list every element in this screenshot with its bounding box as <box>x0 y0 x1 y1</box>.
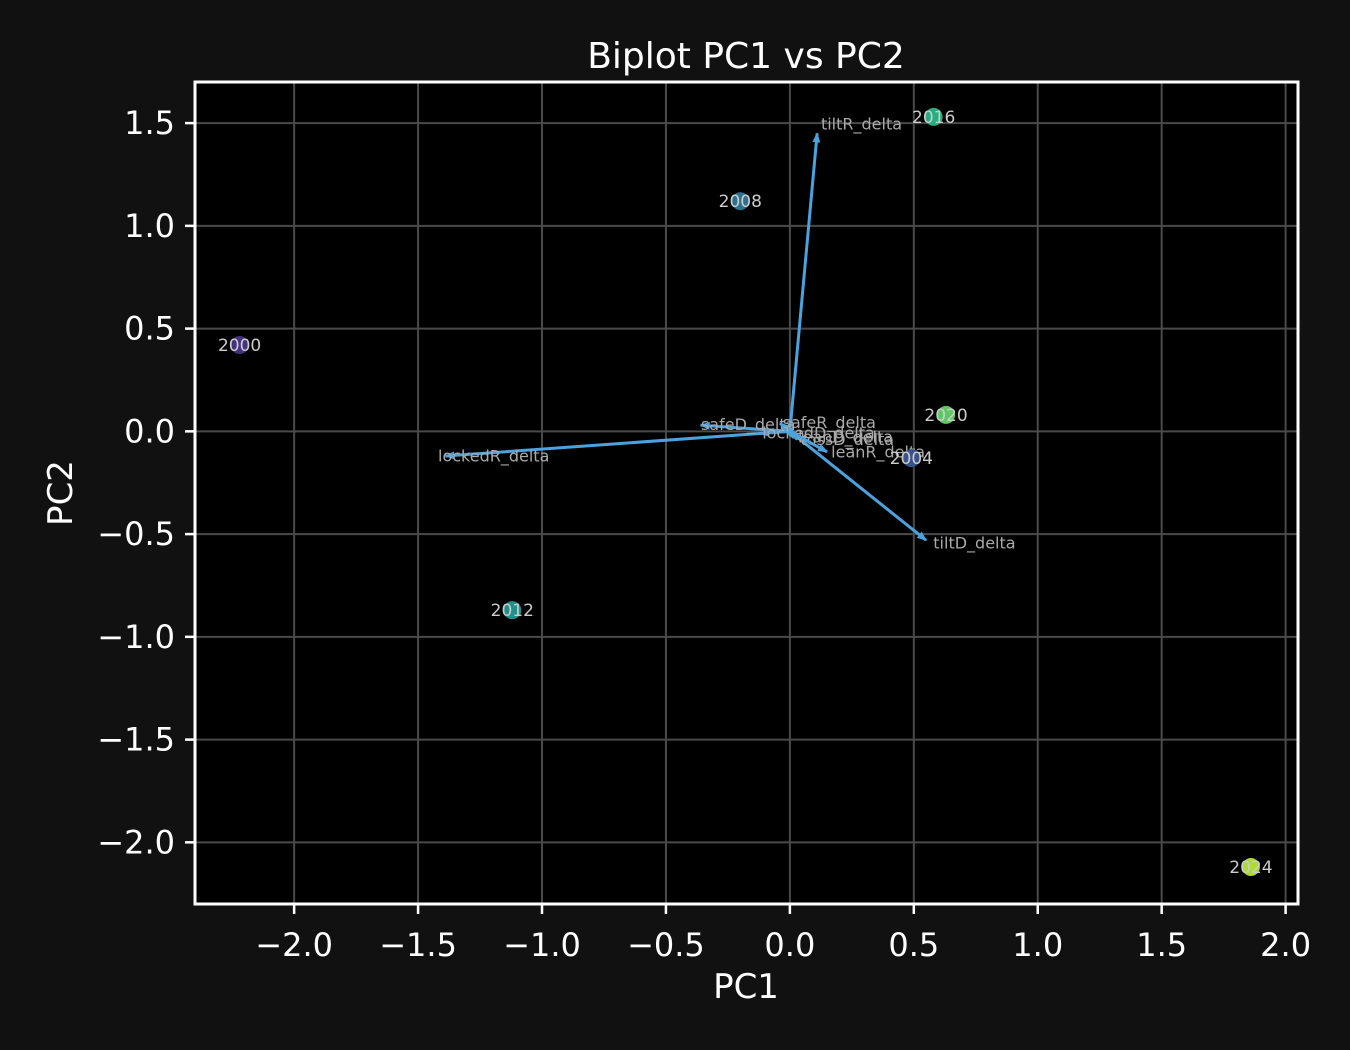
point-label: 2016 <box>912 108 955 128</box>
loading-label: safeD_delta <box>701 415 795 435</box>
y-axis-label: PC2 <box>41 460 81 526</box>
loading-label: tiltR_delta <box>821 114 902 134</box>
loading-arrow <box>444 429 790 460</box>
y-tick-label: 1.0 <box>124 207 175 245</box>
score-point <box>924 107 943 126</box>
point-label: 2008 <box>719 192 762 212</box>
x-tick-label: −0.5 <box>627 926 705 964</box>
y-tick-label: −1.5 <box>97 721 175 759</box>
y-axis-ticks: −2.0 −1.5 −1.0 −0.5 0.0 0.5 1.0 1.5 <box>97 104 195 861</box>
score-points: 2000 2004 2008 2012 2016 2020 2024 <box>218 107 1273 878</box>
plot-frame <box>193 80 1300 906</box>
loading-vectors: tiltR_delta tiltD_delta lockedR_delta safeD… <box>438 114 1016 553</box>
point-label: 2020 <box>924 406 967 426</box>
loading-arrow <box>788 430 928 542</box>
loading-label: leanR_delta <box>831 443 925 463</box>
vertical-gridlines <box>293 82 1287 904</box>
y-tick-label: 0.5 <box>124 310 175 348</box>
score-point <box>902 449 921 468</box>
point-label: 2024 <box>1229 858 1272 878</box>
x-axis-label: PC1 <box>713 967 779 1007</box>
plot-area <box>195 82 1298 904</box>
loading-arrow <box>788 132 821 432</box>
score-point <box>731 192 750 211</box>
loading-label: leanD_delta <box>798 428 893 448</box>
x-tick-label: 2.0 <box>1260 926 1311 964</box>
score-point <box>230 336 249 355</box>
loading-label: tiltD_delta <box>933 534 1015 554</box>
loading-label: safeR_delta <box>783 413 876 433</box>
y-tick-label: −1.0 <box>97 618 175 656</box>
score-point <box>1241 858 1260 877</box>
y-tick-label: 1.5 <box>124 104 175 142</box>
x-axis-ticks: −2.0 −1.5 −1.0 −0.5 0.0 0.5 1.0 1.5 2.0 <box>255 904 1311 964</box>
score-point <box>503 601 522 620</box>
chart-title: Biplot PC1 vs PC2 <box>587 36 905 77</box>
loading-label: lockedR_delta <box>438 447 549 467</box>
x-tick-label: 1.5 <box>1136 926 1187 964</box>
x-tick-label: −1.5 <box>379 926 457 964</box>
y-tick-label: −2.0 <box>97 823 175 861</box>
y-tick-label: 0.0 <box>124 412 175 450</box>
y-tick-label: −0.5 <box>97 515 175 553</box>
x-tick-label: 0.5 <box>888 926 939 964</box>
point-label: 2000 <box>218 336 261 356</box>
x-tick-label: 1.0 <box>1012 926 1063 964</box>
loading-arrow <box>699 421 790 433</box>
x-tick-label: −1.0 <box>503 926 581 964</box>
loading-arrow <box>789 430 828 454</box>
x-tick-label: 0.0 <box>764 926 815 964</box>
point-label: 2012 <box>491 601 534 621</box>
x-tick-label: −2.0 <box>255 926 333 964</box>
point-label: 2004 <box>890 449 933 469</box>
loading-arrow <box>759 428 790 437</box>
score-point <box>937 405 956 424</box>
horizontal-gridlines <box>195 122 1298 844</box>
